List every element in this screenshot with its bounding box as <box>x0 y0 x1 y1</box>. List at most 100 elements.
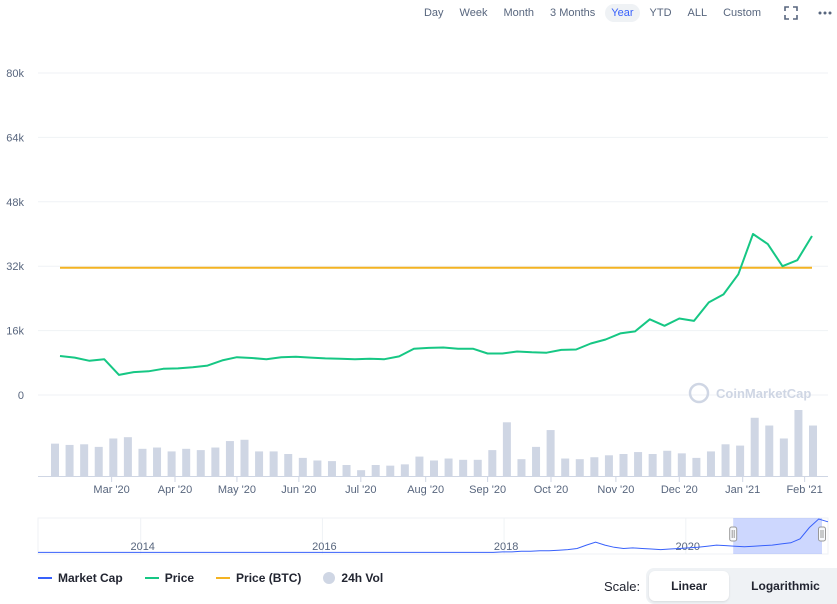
x-tick-label: Feb '21 <box>786 484 822 496</box>
volume-bar <box>415 456 424 476</box>
volume-bar <box>357 470 366 476</box>
range-button-3-months[interactable]: 3 Months <box>550 7 596 19</box>
volume-bar <box>123 437 132 476</box>
x-tick-label: Jul '20 <box>345 484 376 496</box>
volume-bar <box>269 451 278 476</box>
y-tick-label: 80k <box>6 68 24 80</box>
range-button-day[interactable]: Day <box>423 7 444 19</box>
volume-bar <box>138 448 147 476</box>
legend-item-price[interactable]: Price <box>144 571 195 585</box>
volume-bar <box>502 422 511 476</box>
more-icon <box>818 11 832 15</box>
x-tick-label: Jan '21 <box>725 484 760 496</box>
x-tick-label: Oct '20 <box>534 484 569 496</box>
volume-bar <box>765 425 774 476</box>
scale-option-linear[interactable]: Linear <box>649 571 730 601</box>
y-tick-label: 48k <box>6 197 24 209</box>
range-button-group: Day Week Month 3 Months Year YTD ALL Custom <box>416 4 769 22</box>
volume-bar <box>459 459 468 476</box>
volume-bar <box>575 459 584 476</box>
volume-bar <box>736 445 745 476</box>
range-button-all[interactable]: ALL <box>687 7 708 19</box>
legend-swatch <box>323 572 336 584</box>
volume-bar <box>561 458 570 476</box>
y-tick-label: 16k <box>6 326 24 338</box>
volume-bar <box>182 448 191 476</box>
volume-bar <box>94 446 103 476</box>
volume-bar <box>240 439 249 476</box>
volume-bar <box>619 454 628 476</box>
scale-label: Scale: <box>604 578 641 594</box>
volume-bar <box>80 444 89 476</box>
navigator[interactable]: 2014 2016 2018 2020 <box>37 517 829 555</box>
volume-bar <box>488 450 497 476</box>
volume-bar <box>109 438 118 476</box>
volume-bar <box>225 441 234 476</box>
range-button-ytd[interactable]: YTD <box>649 7 672 19</box>
y-tick-label: 64k <box>6 132 24 144</box>
x-tick-label: Dec '20 <box>661 484 698 496</box>
volume-bar <box>153 447 162 476</box>
range-button-week[interactable]: Week <box>459 7 488 19</box>
legend: Market Cap Price Price (BTC) 24h Vol <box>38 571 405 585</box>
legend-swatch <box>216 577 231 579</box>
x-tick-label: Jun '20 <box>281 484 316 496</box>
volume-bar <box>400 464 409 476</box>
watermark: CoinMarketCap <box>688 382 811 404</box>
volume-bar <box>51 443 59 476</box>
volume-bar <box>590 457 599 476</box>
volume-bar <box>298 457 307 476</box>
volume-bar <box>430 460 438 476</box>
range-button-year[interactable]: Year <box>605 4 640 22</box>
more-options-button[interactable] <box>813 3 837 23</box>
volume-bar <box>750 417 759 476</box>
x-tick-label: Apr '20 <box>158 484 193 496</box>
legend-label: 24h Vol <box>341 571 384 585</box>
legend-label: Market Cap <box>58 571 123 585</box>
navigator-year-label: 2018 <box>494 541 518 553</box>
volume-bar <box>313 460 322 476</box>
volume-bar <box>342 465 351 476</box>
x-tick-label: Sep '20 <box>469 484 506 496</box>
legend-swatch <box>38 577 52 579</box>
volume-bar <box>794 410 803 476</box>
navigator-selection[interactable] <box>733 518 822 554</box>
volume-bar <box>284 454 293 476</box>
volume-bar <box>327 461 336 476</box>
x-tick-label: Nov '20 <box>597 484 634 496</box>
scale-toggle: Linear Logarithmic <box>646 568 837 604</box>
volume-bar <box>809 425 817 476</box>
volume-bar <box>706 451 715 476</box>
legend-label: Price <box>164 571 195 585</box>
legend-label: Price (BTC) <box>236 571 302 585</box>
volume-bar <box>65 444 74 476</box>
x-tick-label: Aug '20 <box>407 484 444 496</box>
volume-bar <box>386 465 395 476</box>
volume-bar <box>532 446 541 476</box>
x-tick-label: May '20 <box>218 484 256 496</box>
legend-item-price-btc[interactable]: Price (BTC) <box>216 571 301 585</box>
range-button-month[interactable]: Month <box>503 7 535 19</box>
legend-swatch <box>144 577 159 579</box>
volume-bar <box>371 465 380 476</box>
navigator-handle-right[interactable] <box>818 526 826 542</box>
range-button-custom[interactable]: Custom <box>723 7 761 19</box>
volume-bar <box>546 430 555 476</box>
fullscreen-button[interactable] <box>779 3 803 23</box>
navigator-series-line <box>38 518 829 553</box>
scale-selector: Scale: Linear Logarithmic <box>604 568 837 604</box>
navigator-year-label: 2016 <box>312 541 336 553</box>
navigator-year-label: 2014 <box>130 541 154 553</box>
navigator-handle-left[interactable] <box>729 526 738 542</box>
volume-bar <box>692 457 701 476</box>
volume-bar <box>779 438 788 476</box>
scale-option-logarithmic[interactable]: Logarithmic <box>751 579 820 593</box>
volume-bar <box>167 451 176 476</box>
legend-item-24h-vol[interactable]: 24h Vol <box>323 571 383 585</box>
volume-bar <box>196 450 205 476</box>
coinmarketcap-logo-icon <box>688 382 710 404</box>
legend-item-market-cap[interactable]: Market Cap <box>38 571 123 585</box>
time-range-selector: Day Week Month 3 Months Year YTD ALL Custom <box>416 2 837 24</box>
navigator-frame <box>37 517 829 555</box>
